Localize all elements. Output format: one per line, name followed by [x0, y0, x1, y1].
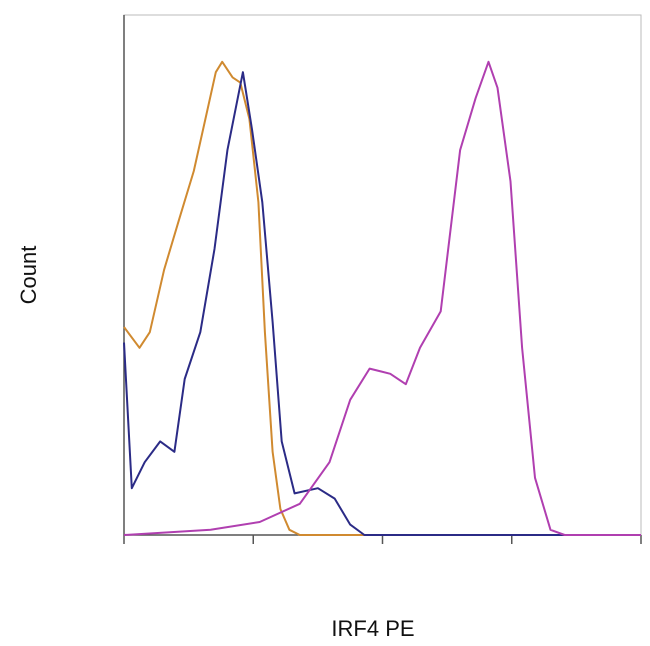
x-axis-label: IRF4 PE [331, 616, 414, 641]
plot-frame [123, 14, 642, 536]
histogram-line [123, 71, 641, 536]
y-axis-label: Count [16, 246, 41, 305]
histogram-line [123, 60, 641, 536]
histogram-line [123, 60, 641, 536]
